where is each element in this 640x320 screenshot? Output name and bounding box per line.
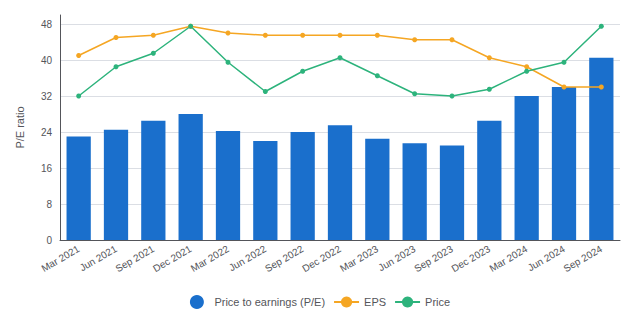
svg-text:0: 0 xyxy=(46,235,52,246)
svg-text:Dec 2023: Dec 2023 xyxy=(450,243,493,274)
svg-text:EPS: EPS xyxy=(364,296,386,308)
svg-text:P/E ratio: P/E ratio xyxy=(14,106,26,148)
svg-text:32: 32 xyxy=(41,91,53,102)
svg-text:Sep 2024: Sep 2024 xyxy=(562,243,605,274)
svg-text:24: 24 xyxy=(41,127,53,138)
svg-text:Sep 2023: Sep 2023 xyxy=(412,243,455,274)
svg-text:16: 16 xyxy=(41,163,53,174)
svg-text:Mar 2023: Mar 2023 xyxy=(338,243,380,274)
svg-text:Price: Price xyxy=(425,296,450,308)
svg-text:Dec 2021: Dec 2021 xyxy=(151,243,194,274)
svg-text:Jun 2022: Jun 2022 xyxy=(227,243,268,273)
svg-text:Sep 2021: Sep 2021 xyxy=(114,243,157,274)
svg-text:40: 40 xyxy=(41,55,53,66)
svg-text:48: 48 xyxy=(41,19,53,30)
svg-text:8: 8 xyxy=(46,199,52,210)
svg-text:Price to earnings (P/E): Price to earnings (P/E) xyxy=(214,296,325,308)
svg-text:Jun 2021: Jun 2021 xyxy=(78,243,119,273)
svg-text:Mar 2022: Mar 2022 xyxy=(189,243,231,274)
svg-text:Jun 2024: Jun 2024 xyxy=(526,243,567,273)
svg-text:Mar 2021: Mar 2021 xyxy=(39,243,81,274)
svg-text:Mar 2024: Mar 2024 xyxy=(487,243,529,274)
svg-text:Sep 2022: Sep 2022 xyxy=(263,243,306,274)
svg-text:Dec 2022: Dec 2022 xyxy=(300,243,343,274)
svg-text:Jun 2023: Jun 2023 xyxy=(376,243,417,273)
